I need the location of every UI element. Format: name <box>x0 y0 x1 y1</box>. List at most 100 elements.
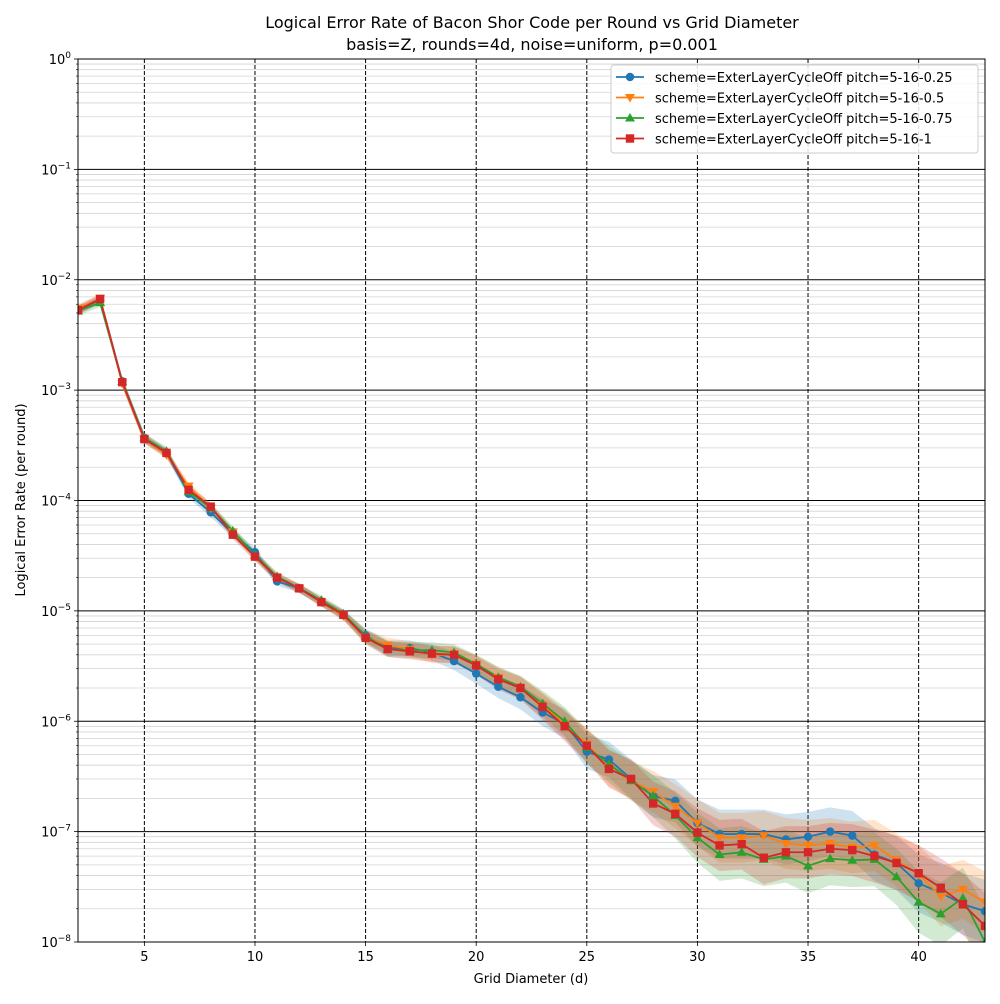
data-point <box>936 883 945 892</box>
y-tick-base: 10 <box>41 274 58 289</box>
data-point <box>825 827 835 836</box>
data-point <box>206 502 215 511</box>
series-markers <box>78 294 985 942</box>
y-tick-label: 100 <box>49 51 72 68</box>
y-tick-base: 10 <box>41 826 58 841</box>
data-point <box>982 937 985 942</box>
y-tick-exponent: −8 <box>58 934 72 944</box>
data-point <box>494 675 503 684</box>
data-point <box>781 848 791 857</box>
x-tick-label: 40 <box>910 950 927 965</box>
data-point <box>671 809 680 819</box>
series-line <box>78 301 985 942</box>
legend-marker <box>625 113 635 122</box>
data-point <box>648 799 658 808</box>
data-point <box>560 722 569 731</box>
data-point <box>693 828 702 837</box>
data-point <box>449 656 459 666</box>
y-tick-exponent: −5 <box>58 603 71 613</box>
data-point <box>957 885 968 895</box>
data-point <box>848 845 857 855</box>
data-point <box>516 693 525 702</box>
y-tick-base: 10 <box>41 936 58 951</box>
data-point <box>140 434 149 444</box>
data-point <box>913 897 924 906</box>
y-tick-label: 10−1 <box>41 161 71 178</box>
data-point <box>361 633 370 643</box>
data-point <box>494 682 503 692</box>
data-point <box>604 764 614 774</box>
data-point <box>759 853 768 862</box>
data-point <box>471 661 481 670</box>
data-point <box>516 683 525 693</box>
x-tick-label: 20 <box>468 950 485 965</box>
chart-title: Logical Error Rate of Bacon Shor Code pe… <box>265 13 799 32</box>
x-axis-label: Grid Diameter (d) <box>474 972 589 987</box>
data-point <box>95 294 105 304</box>
data-point <box>272 573 282 582</box>
data-point <box>295 584 304 593</box>
y-tick-label: 10−3 <box>41 382 71 399</box>
data-point <box>692 819 703 828</box>
data-point <box>870 851 879 861</box>
data-point <box>892 858 901 868</box>
data-point <box>758 832 769 841</box>
legend-label: scheme=ExterLayerCycleOff pitch=5-16-1 <box>655 133 932 148</box>
data-point <box>935 892 946 902</box>
data-point <box>692 832 703 842</box>
y-tick-exponent: −7 <box>58 824 71 834</box>
data-point <box>427 649 437 658</box>
data-point <box>980 898 985 908</box>
legend-label: scheme=ExterLayerCycleOff pitch=5-16-0.7… <box>655 112 953 127</box>
x-tick-label: 5 <box>140 950 148 965</box>
x-axis-ticks: 5 10 15 20 25 30 35 40 <box>140 942 927 965</box>
data-point <box>825 844 835 853</box>
y-tick-exponent: −1 <box>58 161 71 171</box>
data-point <box>714 849 725 859</box>
data-point <box>714 834 725 843</box>
data-point <box>626 774 636 784</box>
data-point <box>825 840 836 849</box>
data-point <box>317 597 326 607</box>
data-point <box>958 900 968 909</box>
chart-subtitle: basis=Z, rounds=4d, noise=uniform, p=0.0… <box>346 35 718 54</box>
y-tick-exponent: −3 <box>58 382 71 392</box>
data-point <box>118 377 127 387</box>
data-point <box>78 305 83 315</box>
data-point <box>405 647 415 656</box>
x-tick-label: 10 <box>247 950 264 965</box>
y-tick-exponent: −4 <box>58 493 72 503</box>
data-point <box>914 869 923 878</box>
data-point <box>471 669 481 678</box>
data-point <box>582 741 592 750</box>
legend-marker <box>625 134 635 143</box>
y-tick-exponent: 0 <box>65 51 71 61</box>
legend-marker <box>625 94 635 103</box>
data-point <box>449 650 459 659</box>
data-point <box>980 921 985 931</box>
y-tick-base: 10 <box>49 53 66 68</box>
data-point <box>383 644 392 654</box>
data-point <box>736 847 747 856</box>
data-point <box>250 552 260 561</box>
x-tick-label: 30 <box>689 950 706 965</box>
data-point <box>914 879 923 888</box>
data-point <box>737 839 746 849</box>
data-point <box>736 834 747 843</box>
minor-gridlines <box>78 63 985 910</box>
data-point <box>670 802 681 812</box>
y-tick-label: 10−5 <box>41 603 71 620</box>
legend-label: scheme=ExterLayerCycleOff pitch=5-16-0.5 <box>655 92 944 107</box>
y-tick-base: 10 <box>41 495 58 510</box>
y-tick-base: 10 <box>41 605 58 620</box>
data-point <box>935 908 946 918</box>
confidence-band <box>78 293 985 933</box>
y-tick-label: 10−7 <box>41 824 71 841</box>
legend-items: scheme=ExterLayerCycleOff pitch=5-16-0.2… <box>616 71 953 148</box>
data-point <box>803 832 813 841</box>
legend: scheme=ExterLayerCycleOff pitch=5-16-0.2… <box>610 64 979 154</box>
x-tick-label: 25 <box>579 950 596 965</box>
data-point <box>780 840 791 849</box>
